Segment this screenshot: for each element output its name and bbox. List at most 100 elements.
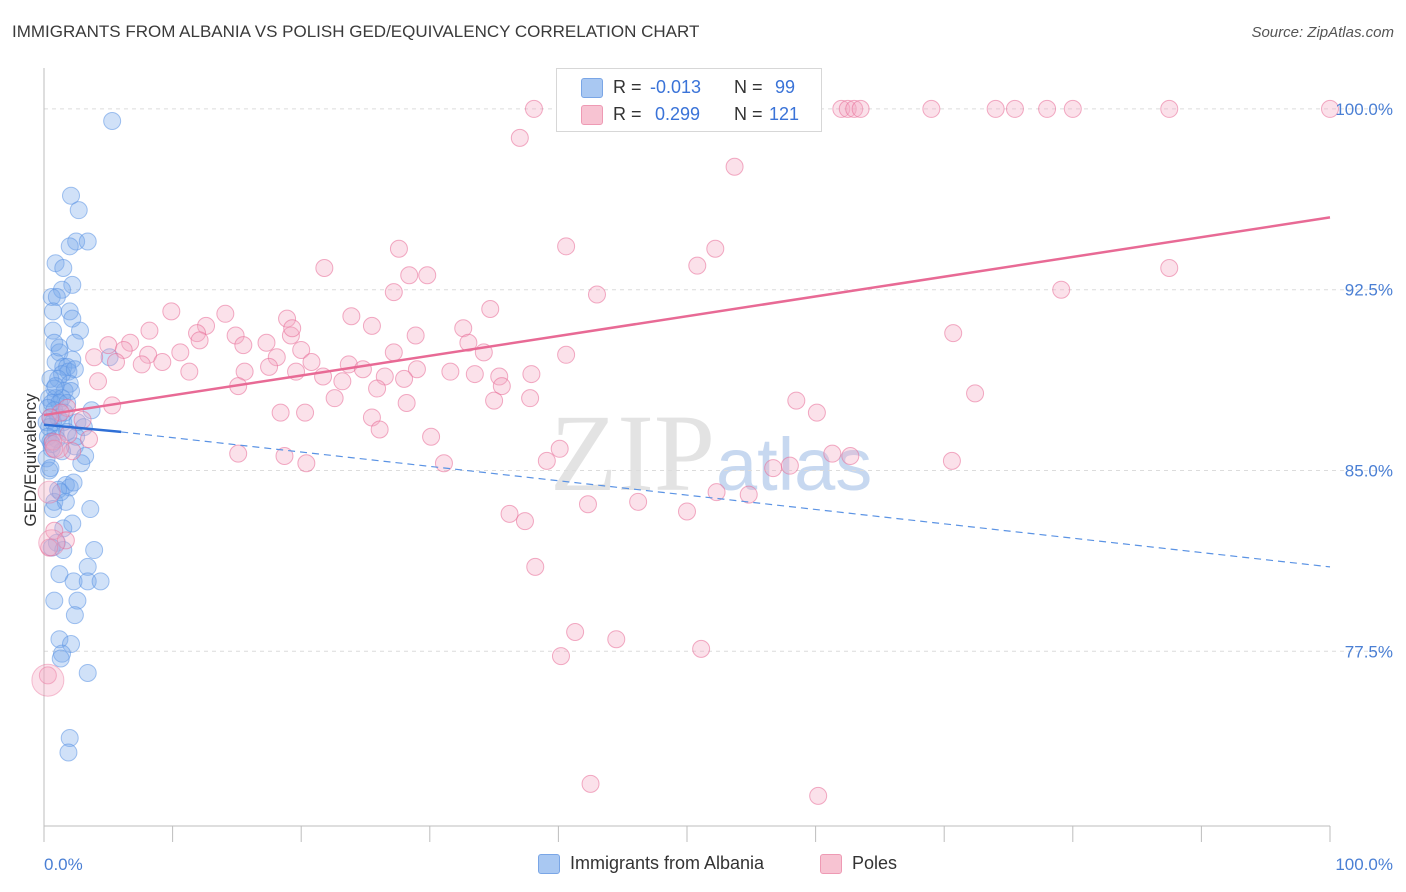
data-point (465, 365, 484, 384)
data-point (522, 365, 541, 384)
data-point (60, 729, 79, 748)
data-point (1321, 99, 1339, 118)
data-point (60, 237, 79, 256)
data-point (42, 287, 61, 306)
data-point (942, 451, 961, 470)
data-point (44, 432, 63, 451)
r-value: -0.013 (650, 77, 702, 97)
stats-swatch-poles (581, 105, 603, 125)
data-point (45, 591, 64, 610)
data-point (418, 266, 437, 285)
data-point (275, 447, 294, 466)
y-tick-label: 100.0% (1335, 100, 1393, 119)
data-point (557, 237, 576, 256)
data-point (578, 495, 597, 514)
data-point (725, 157, 744, 176)
data-point (45, 333, 64, 352)
data-point (73, 410, 92, 429)
legend-label-poles: Poles (852, 853, 898, 873)
data-point (845, 99, 864, 118)
x-tick-label: 0.0% (44, 855, 83, 874)
stats-box: R = -0.013 N = 99 R = 0.299 N = 121 (556, 68, 822, 132)
x-tick-label: 100.0% (1335, 855, 1393, 874)
data-point (1160, 99, 1179, 118)
data-point (171, 343, 190, 362)
y-tick-label: 85.0% (1345, 461, 1393, 480)
y-axis-label: GED/Equivalency (21, 393, 40, 527)
data-point (103, 111, 122, 130)
data-point (44, 500, 63, 519)
data-point (315, 259, 334, 278)
data-point (841, 447, 860, 466)
data-point (292, 340, 311, 359)
legend-label-albania: Immigrants from Albania (570, 853, 765, 873)
data-point (526, 557, 545, 576)
data-point (780, 456, 799, 475)
data-point (362, 316, 381, 335)
data-point (832, 99, 851, 118)
data-point (1063, 99, 1082, 118)
data-point (283, 319, 302, 338)
data-point (38, 666, 57, 685)
data-point (99, 336, 118, 355)
chart-title: IMMIGRANTS FROM ALBANIA VS POLISH GED/EQ… (12, 22, 700, 41)
data-point (51, 483, 70, 502)
data-point (434, 454, 453, 473)
data-point (80, 430, 99, 449)
data-point (62, 635, 81, 654)
watermark-atlas: atlas (716, 423, 872, 506)
data-point (581, 774, 600, 793)
data-point (65, 360, 84, 379)
data-point (226, 326, 245, 345)
data-point (162, 302, 181, 321)
data-point (384, 283, 403, 302)
data-point (510, 128, 529, 147)
n-value: 121 (769, 104, 800, 124)
data-point (500, 504, 519, 523)
data-point (353, 360, 372, 379)
data-point (41, 459, 60, 478)
data-point (384, 343, 403, 362)
legend-swatch-poles (820, 854, 842, 874)
data-point (587, 285, 606, 304)
n-label: N = (734, 77, 763, 97)
data-point (1005, 99, 1024, 118)
legend-swatch-albania (538, 854, 560, 874)
data-point (1052, 280, 1071, 299)
data-point (38, 529, 66, 557)
data-point (40, 538, 59, 557)
data-point (78, 663, 97, 682)
data-point (54, 357, 73, 376)
stats-swatch-albania (581, 78, 603, 98)
data-point (1160, 259, 1179, 278)
data-point (764, 459, 783, 478)
data-point (37, 480, 61, 504)
data-point (325, 389, 344, 408)
n-label: N = (734, 104, 763, 124)
data-point (515, 512, 534, 531)
data-point (566, 622, 585, 641)
data-point (406, 326, 425, 345)
data-point (56, 531, 75, 550)
data-point (485, 391, 504, 410)
data-point (44, 433, 70, 459)
data-point (50, 565, 69, 584)
n-value: 99 (775, 77, 796, 97)
data-point (342, 307, 361, 326)
series-albania-points (37, 111, 122, 762)
data-point (63, 514, 82, 533)
data-point (72, 454, 91, 473)
data-point (64, 572, 83, 591)
data-point (441, 362, 460, 381)
data-point (851, 99, 870, 118)
data-point (944, 324, 963, 343)
data-point (629, 492, 648, 511)
data-point (986, 99, 1005, 118)
tick-labels: 77.5% 85.0% 92.5% 100.0% 0.0% 100.0% (44, 100, 1393, 874)
data-point (692, 639, 711, 658)
trend-line-poles (43, 216, 1331, 417)
data-point (46, 377, 65, 396)
data-point (140, 321, 159, 340)
r-label: R = (613, 77, 642, 97)
data-point (787, 391, 806, 410)
